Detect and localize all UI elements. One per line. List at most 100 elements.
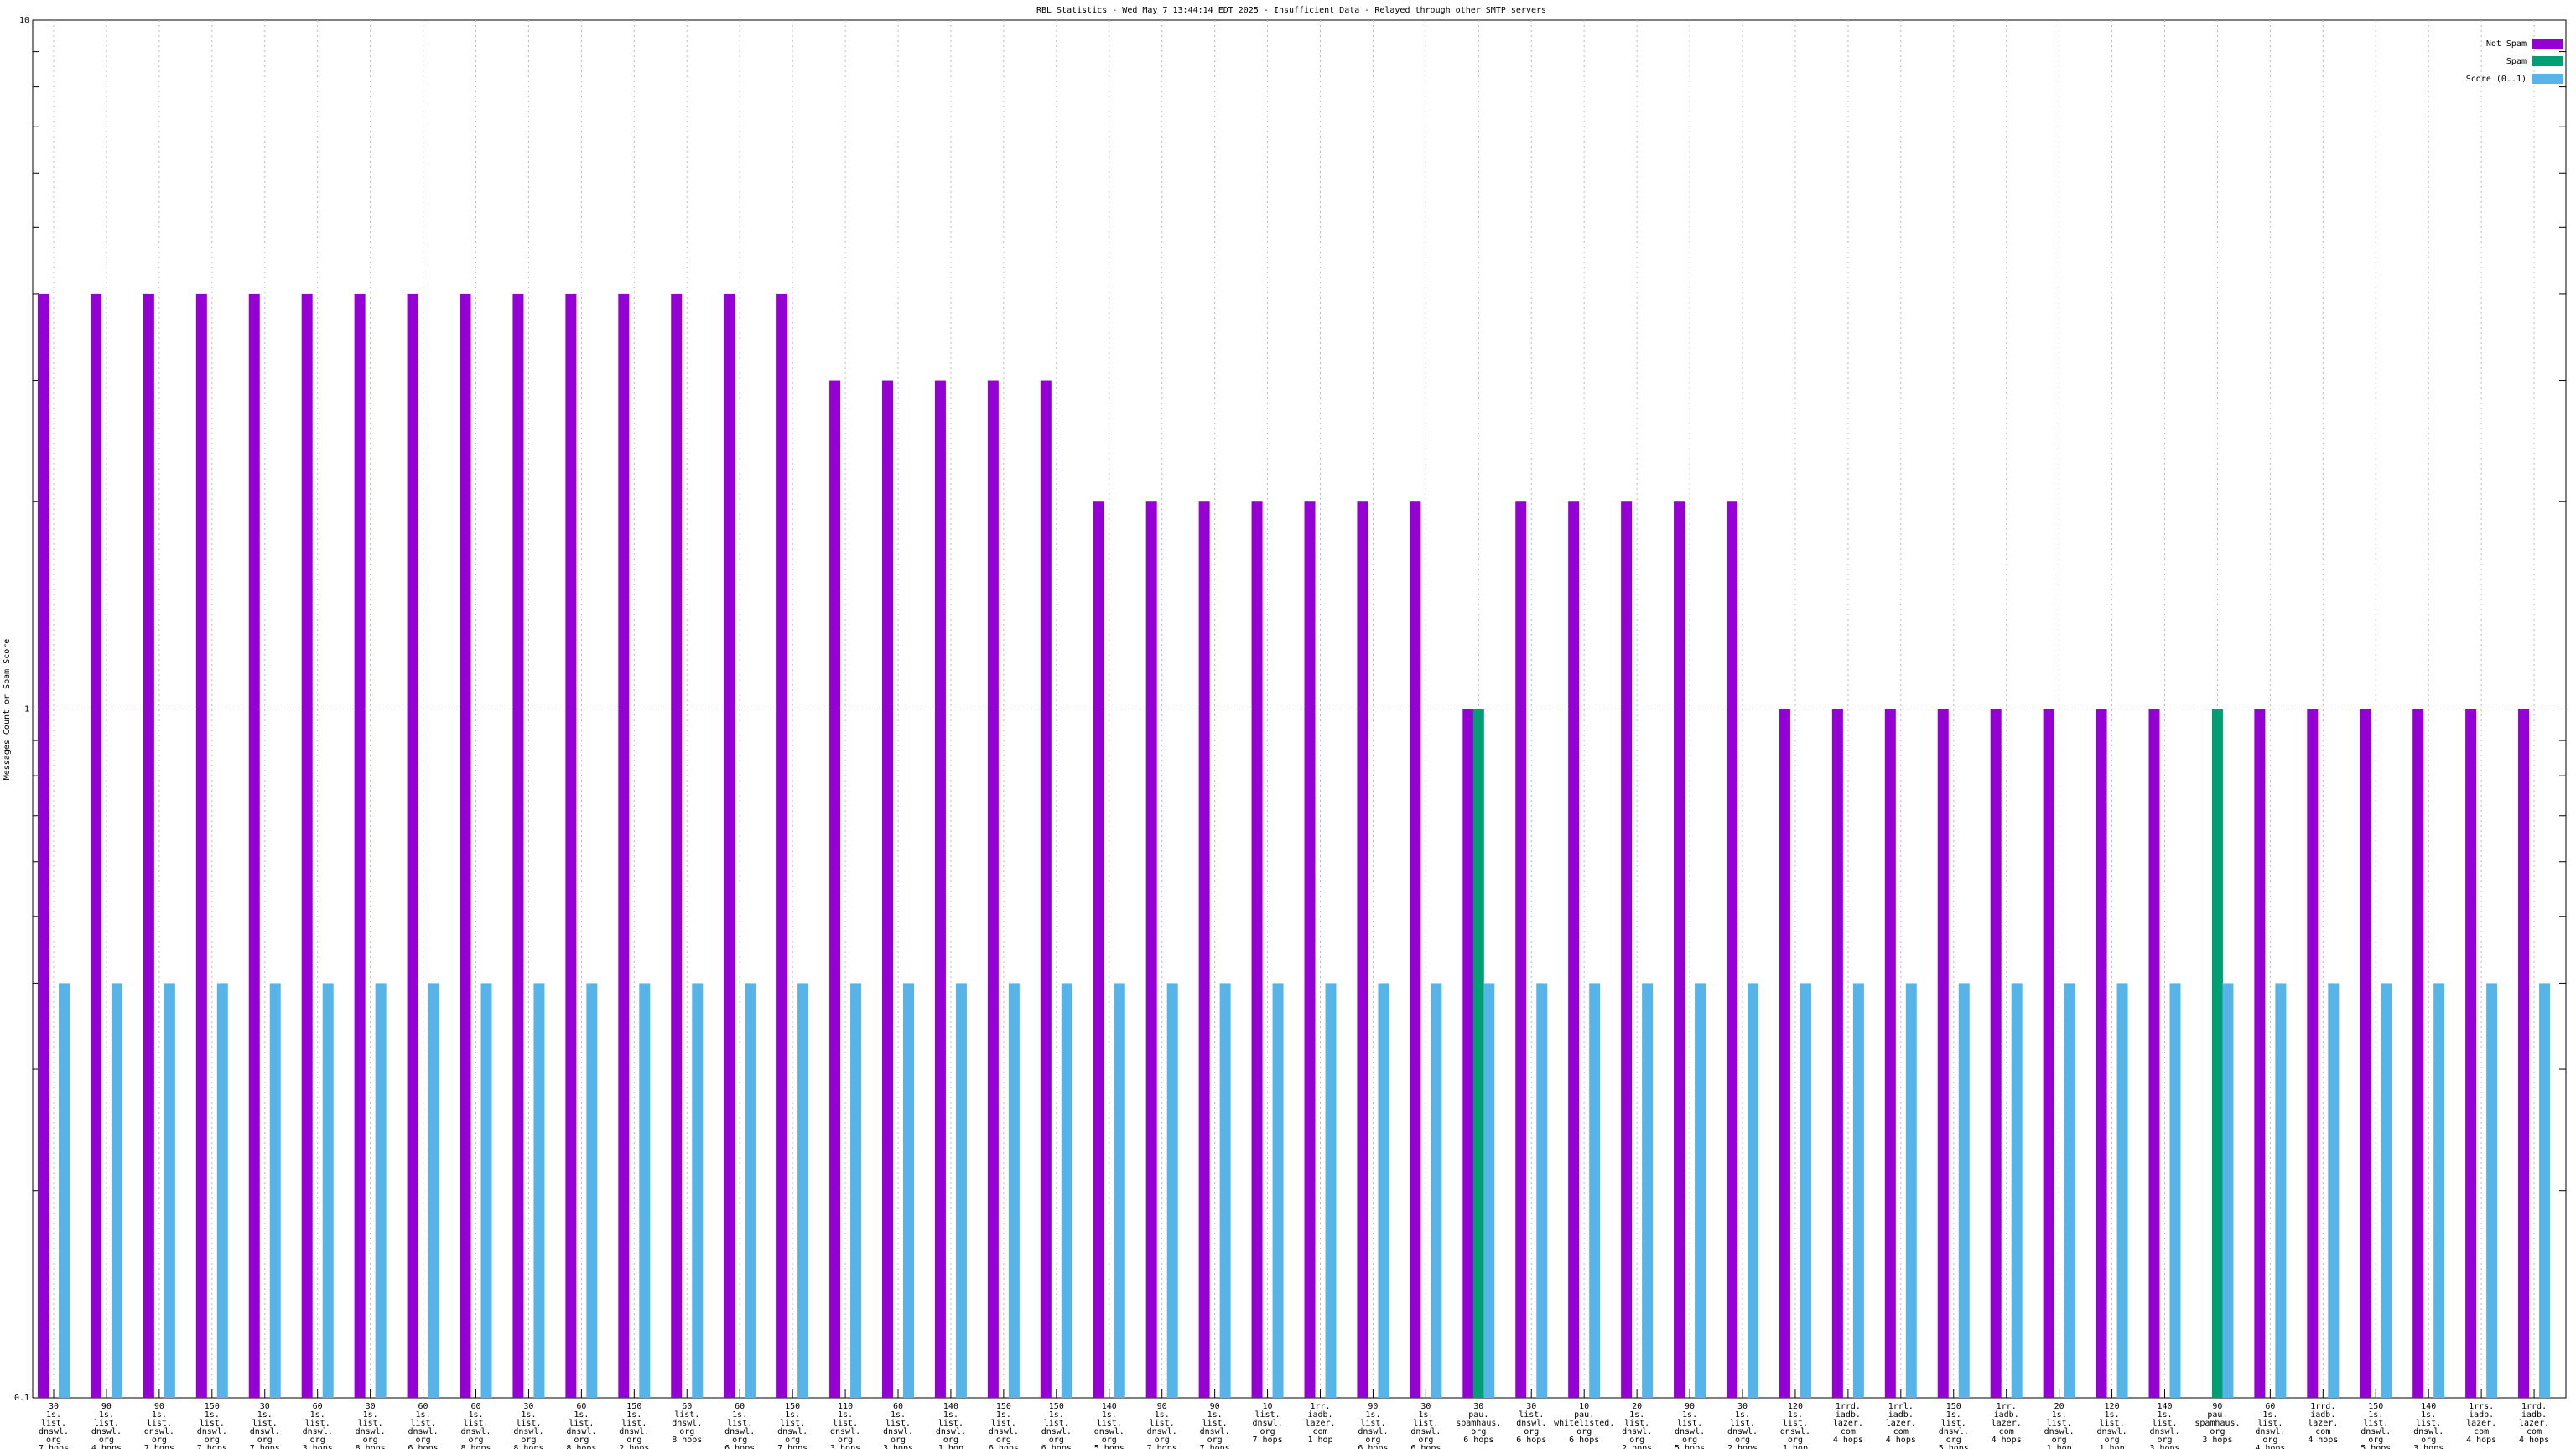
x-tick-label-line: 1s. (205, 1410, 220, 1420)
x-tick-label-line: list. (2100, 1419, 2125, 1428)
x-tick-label-line: 1 hop (1307, 1436, 1332, 1445)
x-tick-label-line: 1 hop (2047, 1444, 2072, 1449)
bar (797, 983, 809, 1398)
bar (2169, 983, 2181, 1398)
bar (2148, 709, 2160, 1398)
x-tick-label-line: list. (569, 1419, 594, 1428)
x-tick-label-line: 3 hops (303, 1444, 333, 1449)
bar (143, 293, 154, 1398)
x-tick-label-line: org (46, 1436, 61, 1445)
x-tick-label: 120 1s. list. dnswl. org 1 hop (2097, 1402, 2127, 1449)
bar (2116, 983, 2128, 1398)
x-tick-label: 90 pau. spamhaus. org 3 hops (2194, 1402, 2240, 1445)
x-tick-label: 150 1s. list. dnswl. org 6 hops (1041, 1402, 1072, 1449)
x-tick-label-line: 60 (735, 1402, 745, 1411)
bar (1272, 983, 1284, 1398)
x-tick-label-line: org (1946, 1436, 1961, 1445)
x-tick-label-line: 4 hops (1833, 1436, 1863, 1445)
bar (1958, 983, 1970, 1398)
x-tick-label: 90 1s. list. dnswl. org 6 hops (1358, 1402, 1388, 1449)
x-tick-label-line: org (2210, 1427, 2225, 1436)
x-tick-label-line: 30 (523, 1402, 533, 1411)
x-tick-label-line: list. (411, 1419, 436, 1428)
x-tick-label-line: dnswl. (1675, 1427, 1705, 1436)
x-tick-label-line: 6 hops (724, 1444, 755, 1449)
x-tick-label-line: org (1735, 1436, 1750, 1445)
x-tick-label-line: 150 (205, 1402, 220, 1411)
bar (2381, 983, 2392, 1398)
x-tick-label-line: dnswl. (2097, 1427, 2127, 1436)
x-tick-label-line: dnswl. (1727, 1427, 1758, 1436)
x-tick-label-line: org (1049, 1436, 1064, 1445)
x-tick-label: 30 1s. list. dnswl. org 7 hops (39, 1402, 69, 1449)
bar (2465, 709, 2477, 1398)
x-tick-label-line: 1s. (943, 1410, 958, 1420)
x-tick-label-line: list. (1624, 1419, 1649, 1428)
x-tick-label-line: list. (1150, 1419, 1175, 1428)
x-tick-label-line: list. (2416, 1419, 2441, 1428)
x-tick-label-line: list. (1783, 1419, 1808, 1428)
x-tick-label-line: 60 (682, 1402, 692, 1411)
x-tick-label-line: list. (1519, 1410, 1544, 1420)
x-tick-label-line: 1s. (2157, 1410, 2172, 1420)
x-tick-label-line: 6 hops (1410, 1444, 1441, 1449)
x-tick-label-line: com (2527, 1427, 2542, 1436)
x-tick-label-line: 1s. (1155, 1410, 1170, 1420)
legend-label: Spam (2506, 57, 2527, 66)
x-tick-label-line: 6 hops (1516, 1436, 1546, 1445)
x-tick-label: 30 1s. list. dnswl. org 8 hops (356, 1402, 386, 1449)
x-tick-label-line: dnswl. (2149, 1427, 2179, 1436)
x-tick-label-line: 7 hops (1200, 1444, 1230, 1449)
x-tick-label: 10 pau. whitelisted. org 6 hops (1554, 1402, 1614, 1445)
bar (692, 983, 704, 1398)
x-tick-label: 1rrl. iadb. lazer. com 4 hops (1886, 1402, 1916, 1445)
chart-title: RBL Statistics - Wed May 7 13:44:14 EDT … (1036, 6, 1546, 15)
bar (1410, 501, 1421, 1398)
x-tick-label-line: 2 hops (619, 1444, 649, 1449)
x-tick-label-line: pau. (2207, 1410, 2227, 1420)
x-tick-label-line: dnswl. (303, 1427, 333, 1436)
bar (1061, 983, 1072, 1398)
x-tick-label-line: dnswl. (1094, 1427, 1124, 1436)
bar (987, 380, 999, 1398)
x-tick-label-line: list. (305, 1419, 330, 1428)
x-tick-label-line: 60 (313, 1402, 323, 1411)
x-tick-label-line: list. (147, 1419, 172, 1428)
x-tick-label-line: 1rrd. (2310, 1402, 2335, 1411)
bar (1462, 709, 1474, 1398)
x-tick-label-line: dnswl. (460, 1427, 491, 1436)
x-tick-label: 120 1s. list. dnswl. org 1 hop (1780, 1402, 1810, 1449)
x-tick-label-line: 1s. (363, 1410, 378, 1420)
x-tick-label-line: 7 hops (250, 1444, 280, 1449)
x-tick-label-line: 1s. (521, 1410, 536, 1420)
bar (2518, 709, 2530, 1398)
x-tick-label-line: 120 (1788, 1402, 1803, 1411)
x-tick-label-line: 6 hops (1569, 1436, 1599, 1445)
x-tick-label: 30 1s. list. dnswl. org 2 hops (1727, 1402, 1758, 1449)
bar (1831, 709, 1843, 1398)
x-tick-label-line: 3 hops (2413, 1444, 2444, 1449)
x-tick-label-line: 2 hops (1727, 1444, 1758, 1449)
bar (1472, 709, 1484, 1398)
x-tick-label-line: dnswl. (2413, 1427, 2444, 1436)
x-tick-label-line: dnswl. (250, 1427, 280, 1436)
x-tick-label-line: list. (780, 1419, 805, 1428)
x-tick-label-line: list. (1202, 1419, 1228, 1428)
x-tick-label-line: 1s. (468, 1410, 483, 1420)
x-tick-label-line: 110 (838, 1402, 853, 1411)
x-tick-label-line: com (1312, 1427, 1327, 1436)
x-tick-label-line: com (1999, 1427, 2014, 1436)
x-tick-label: 60 1s. list. dnswl. org 8 hops (460, 1402, 491, 1449)
x-tick-label: 90 1s. list. dnswl. org 5 hops (1675, 1402, 1705, 1449)
x-tick-label-line: 4 hops (1992, 1436, 2022, 1445)
x-tick-label-line: dnswl. (1516, 1419, 1546, 1428)
x-tick-label-line: lazer. (2466, 1419, 2496, 1428)
x-tick-label-line: 30 (49, 1402, 59, 1411)
x-tick-label-line: list. (886, 1419, 911, 1428)
x-tick-label-line: 1s. (1102, 1410, 1117, 1420)
x-tick-label-line: org (1155, 1436, 1170, 1445)
y-tick-label: 1 (24, 705, 29, 714)
x-tick-label-line: list. (2257, 1419, 2283, 1428)
x-tick-label-line: 6 hops (989, 1444, 1019, 1449)
x-tick-label-line: 4 hops (91, 1444, 122, 1449)
